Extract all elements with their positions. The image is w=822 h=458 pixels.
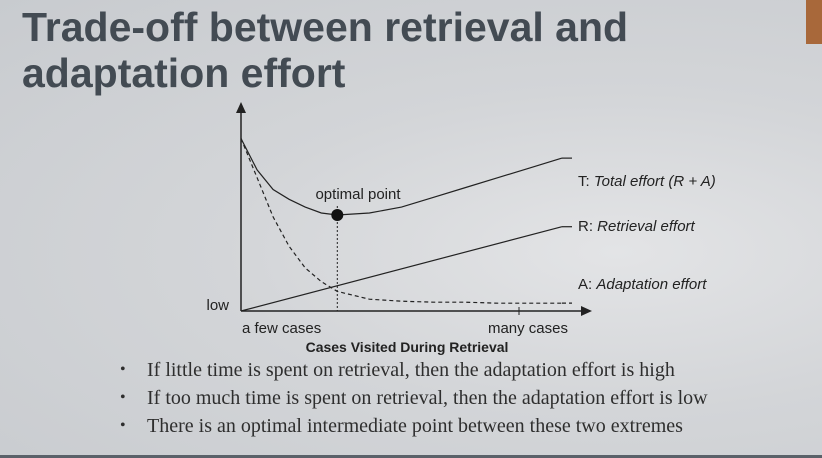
slide-title: Trade-off between retrieval and adaptati…	[22, 4, 628, 96]
series-line	[240, 138, 562, 304]
series-label-prefix: A:	[578, 276, 596, 293]
y-tick-label: low	[206, 297, 229, 314]
bullet-dot-icon: •	[120, 361, 126, 378]
series-label-prefix: T:	[578, 173, 594, 190]
series-line	[240, 138, 563, 216]
chart-labels-layer: T: Total effort (R + A) R: Retrieval effo…	[206, 173, 715, 355]
slide-title-line-2: adaptation effort	[22, 50, 346, 96]
bullet-text: If too much time is spent on retrieval, …	[147, 387, 708, 409]
series-label-name: Total effort (R + A)	[594, 173, 716, 190]
slide-title-line-1: Trade-off between retrieval and	[22, 4, 629, 50]
bullet-item: • If little time is spent on retrieval, t…	[120, 356, 708, 384]
series-label-prefix: R:	[578, 218, 597, 235]
series-label-name: Retrieval effort	[597, 218, 695, 235]
y-axis-arrow-icon	[236, 102, 246, 113]
chart-series-layer	[240, 138, 572, 312]
bullet-list: • If little time is spent on retrieval, t…	[120, 356, 708, 440]
bullet-item: • There is an optimal intermediate point …	[120, 412, 708, 440]
bullet-dot-icon: •	[120, 389, 126, 406]
series-label: T: Total effort (R + A)	[578, 173, 716, 190]
x-tick-label: many cases	[488, 320, 568, 337]
corner-accent-image	[806, 0, 822, 44]
optimal-point-label: optimal point	[315, 186, 401, 203]
series-label: R: Retrieval effort	[578, 218, 696, 235]
effort-tradeoff-chart: T: Total effort (R + A) R: Retrieval effo…	[206, 102, 716, 355]
x-axis-arrow-icon	[581, 306, 592, 316]
series-label: A: Adaptation effort	[578, 276, 707, 293]
chart-axes	[236, 102, 592, 316]
bottom-bar	[0, 455, 822, 458]
x-tick-label: a few cases	[242, 320, 321, 337]
bullet-dot-icon: •	[120, 417, 126, 434]
series-label-name: Adaptation effort	[595, 276, 707, 293]
bullet-item: • If too much time is spent on retrieval,…	[120, 384, 708, 412]
optimal-point-marker	[331, 208, 344, 221]
bullet-text: If little time is spent on retrieval, th…	[147, 359, 675, 381]
bullet-text: There is an optimal intermediate point b…	[147, 415, 683, 437]
series-line	[240, 226, 563, 312]
x-axis-title: Cases Visited During Retrieval	[306, 339, 509, 355]
